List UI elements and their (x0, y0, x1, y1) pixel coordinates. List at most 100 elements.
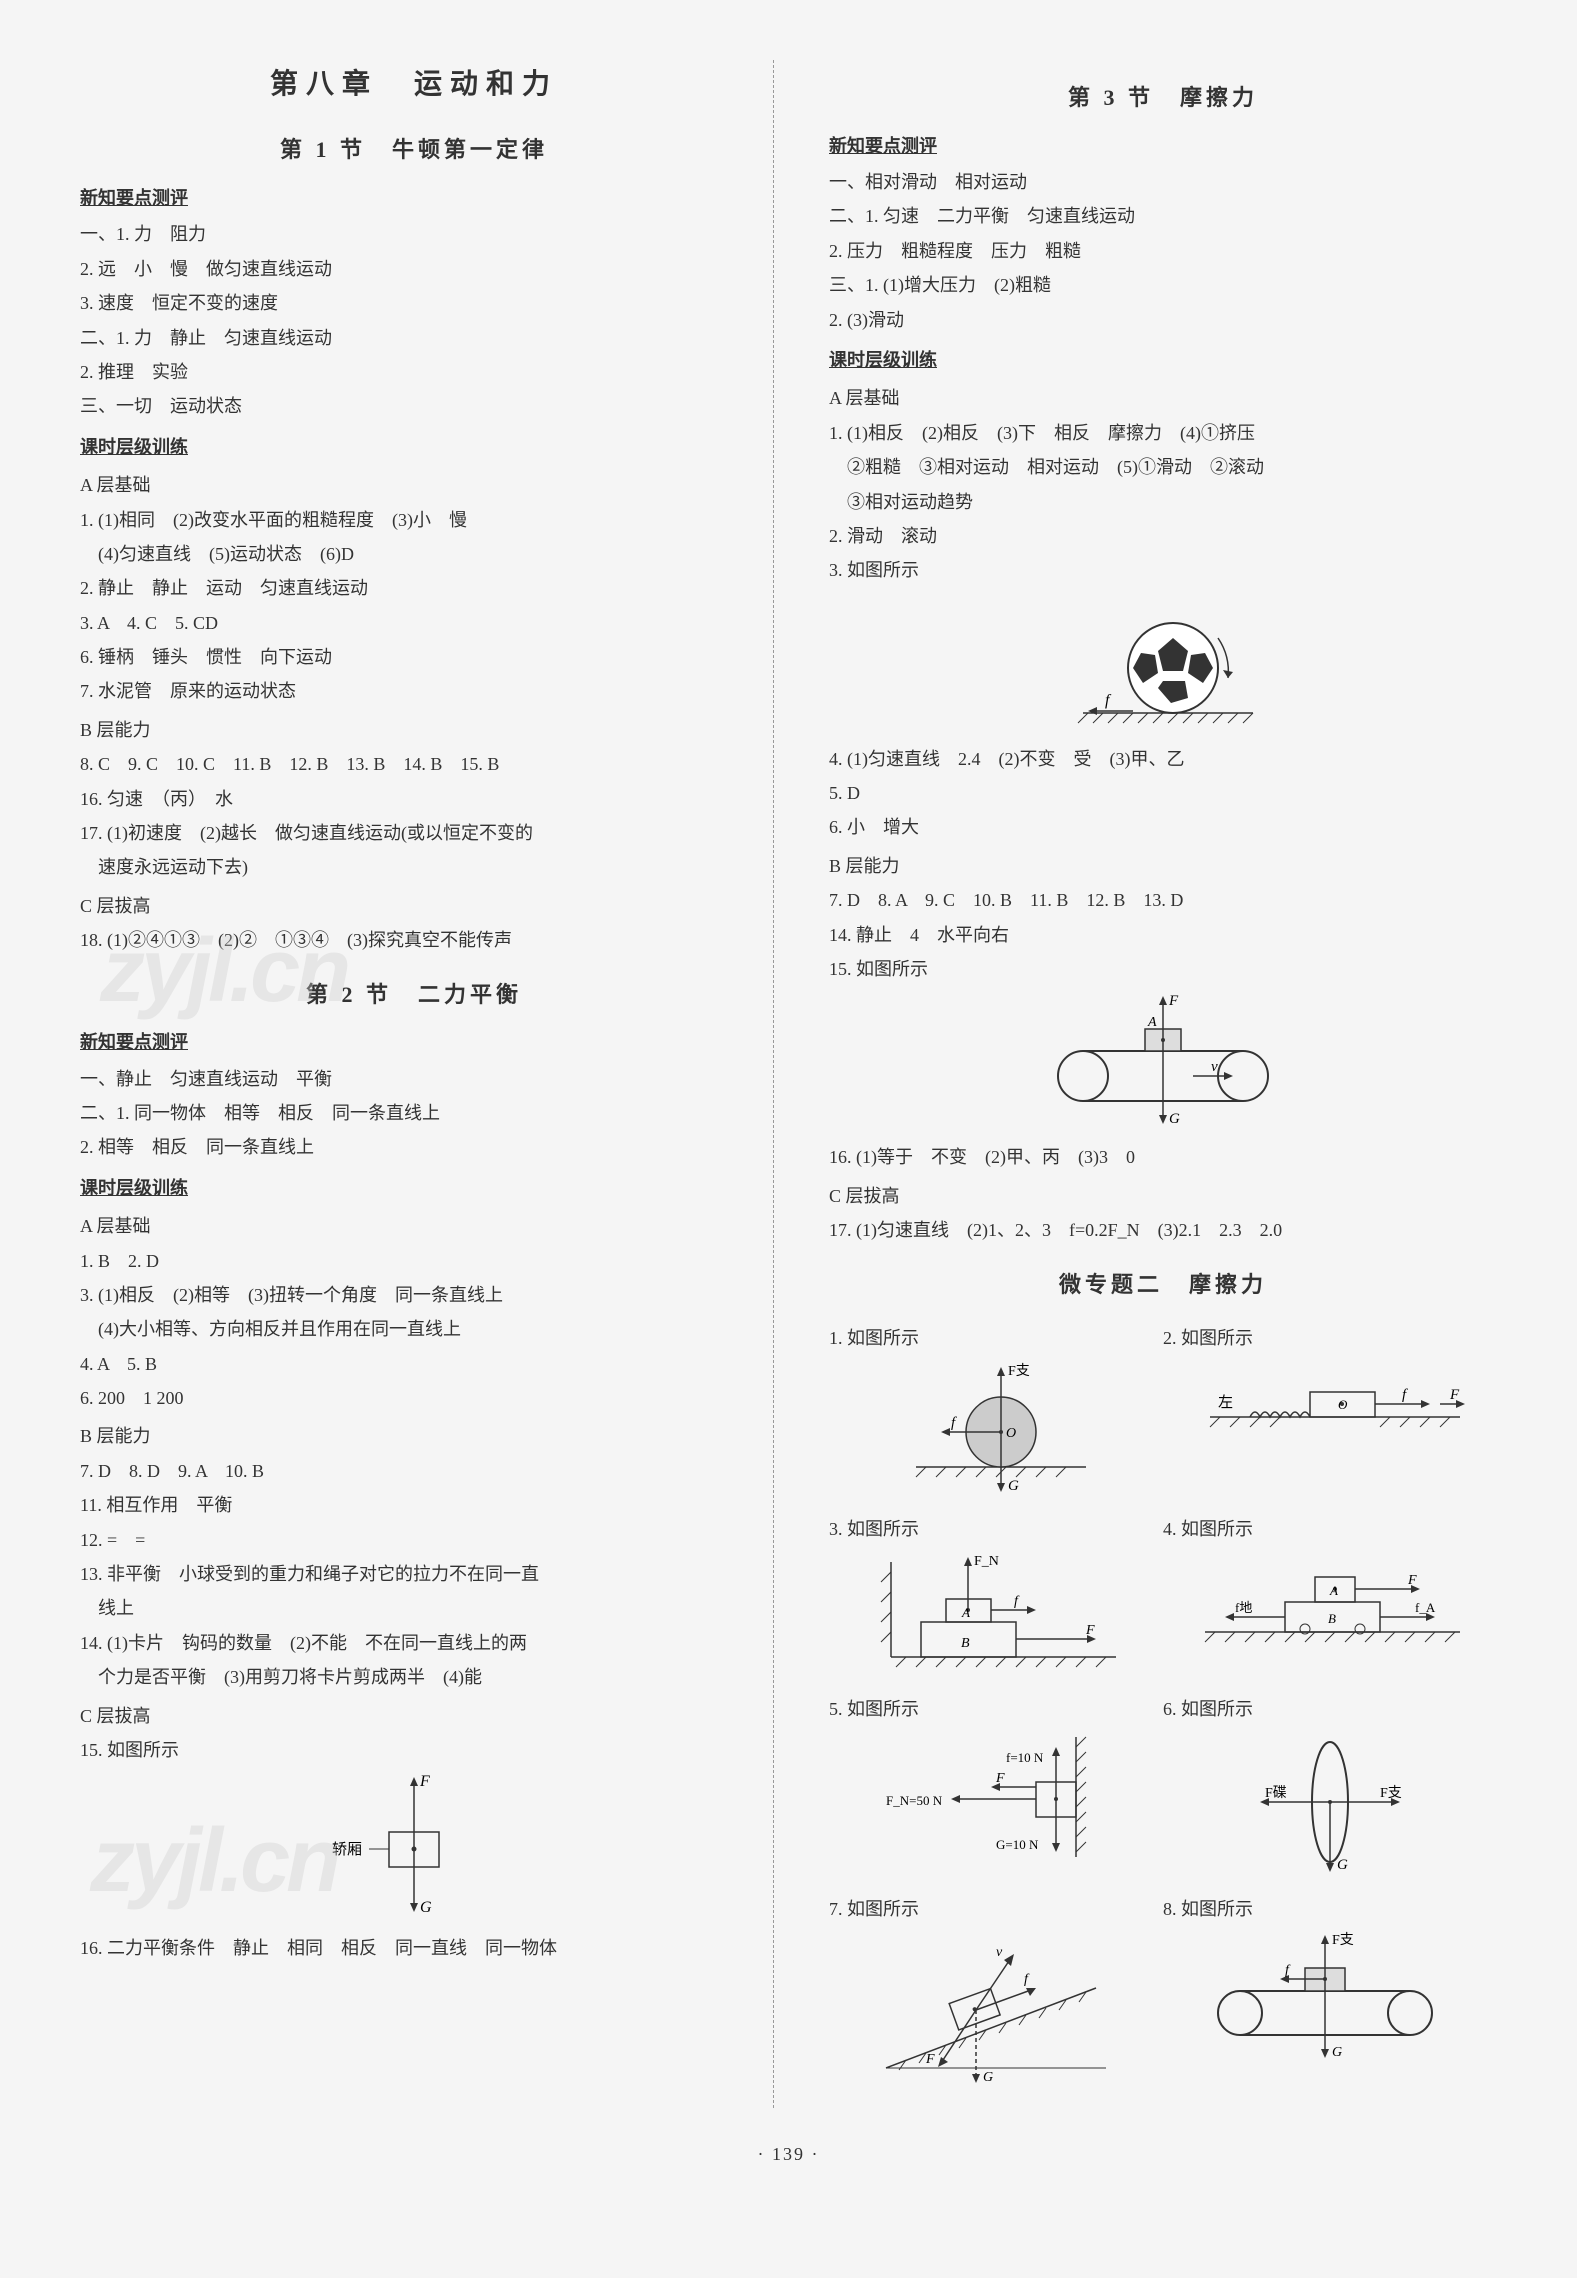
svg-text:F: F (1407, 1573, 1417, 1588)
answer-text: 14. 静止 4 水平向右 (829, 919, 1497, 951)
figure-label: 2. 如图所示 (1163, 1322, 1497, 1354)
figure-cell-4: 4. 如图所示 (1163, 1507, 1497, 1677)
figure-conveyor: F A v G (829, 991, 1497, 1131)
answer-text: 15. 如图所示 (829, 953, 1497, 985)
answer-text: 个力是否平衡 (3)用剪刀将卡片剪成两半 (4)能 (80, 1661, 748, 1693)
section-3-title: 第 3 节 摩擦力 (829, 78, 1497, 118)
figure-cell-1: 1. 如图所示 (829, 1316, 1163, 1496)
diagram-3: A B F_N f F (866, 1547, 1126, 1677)
answer-text: 1. (1)相同 (2)改变水平面的粗糙程度 (3)小 慢 (80, 504, 748, 536)
svg-text:轿厢: 轿厢 (332, 1841, 362, 1858)
answer-text: ②粗糙 ③相对运动 相对运动 (5)①滑动 ②滚动 (829, 451, 1497, 483)
answer-text: 2. 滑动 滚动 (829, 520, 1497, 552)
svg-text:F: F (419, 1773, 430, 1790)
diagram-1: F支 f O G (896, 1357, 1096, 1497)
answer-text: 6. 锤柄 锤头 惯性 向下运动 (80, 641, 748, 673)
svg-text:B: B (1328, 1611, 1336, 1626)
level-c-heading: C 层拔高 (80, 1700, 748, 1732)
answer-text: 12. = = (80, 1524, 748, 1556)
svg-text:F支: F支 (1332, 1932, 1354, 1948)
answer-text: 2. 推理 实验 (80, 356, 748, 388)
heading-keshi-3: 课时层级训练 (829, 344, 1497, 376)
answer-text: 14. (1)卡片 钩码的数量 (2)不能 不在同一直线上的两 (80, 1627, 748, 1659)
diagram-5: f=10 N F F_N=50 N G=10 N (866, 1727, 1126, 1867)
svg-text:G: G (1337, 1857, 1348, 1873)
answer-text: 二、1. 同一物体 相等 相反 同一条直线上 (80, 1097, 748, 1129)
svg-text:F支: F支 (1008, 1363, 1030, 1379)
svg-text:f: f (1285, 1963, 1291, 1978)
answer-text: 二、1. 匀速 二力平衡 匀速直线运动 (829, 200, 1497, 232)
answer-text: 1. B 2. D (80, 1245, 748, 1277)
figure-cell-7: 7. 如图所示 (829, 1887, 1163, 2097)
diagram-car-forces: F G 轿厢 (324, 1772, 504, 1922)
answer-text: 速度永远运动下去) (80, 851, 748, 883)
answer-text: 15. 如图所示 (80, 1734, 748, 1766)
svg-text:B: B (961, 1636, 970, 1651)
page-number: · 139 · (80, 2138, 1497, 2170)
svg-text:F: F (1085, 1623, 1095, 1638)
diagram-ball-friction: f (1063, 593, 1263, 733)
svg-text:G: G (1332, 2045, 1342, 2060)
diagram-8: F支 f G (1190, 1928, 1470, 2068)
subtopic-title: 微专题二 摩擦力 (829, 1265, 1497, 1305)
svg-text:O: O (1338, 1397, 1348, 1412)
level-b-heading: B 层能力 (80, 714, 748, 746)
figure-label: 8. 如图所示 (1163, 1893, 1497, 1925)
figure-cell-8: 8. 如图所示 F支 f G (1163, 1887, 1497, 2097)
answer-text: 1. (1)相反 (2)相反 (3)下 相反 摩擦力 (4)①挤压 (829, 417, 1497, 449)
figure-cell-3: 3. 如图所示 (829, 1507, 1163, 1677)
answer-text: 3. (1)相反 (2)相等 (3)扭转一个角度 同一条直线上 (80, 1279, 748, 1311)
answer-text: 2. 压力 粗糙程度 压力 粗糙 (829, 235, 1497, 267)
svg-text:F: F (1168, 993, 1179, 1009)
figure-grid: 1. 如图所示 (829, 1316, 1497, 2108)
level-b-heading: B 层能力 (829, 850, 1497, 882)
answer-text: 7. D 8. A 9. C 10. B 11. B 12. B 13. D (829, 884, 1497, 916)
svg-text:A: A (961, 1605, 970, 1620)
answer-text: 6. 小 增大 (829, 811, 1497, 843)
left-column: zyjl.cn zyjl.cn 第八章 运动和力 第 1 节 牛顿第一定律 新知… (80, 60, 774, 2108)
level-a-heading: A 层基础 (829, 382, 1497, 414)
figure-sec2-15: F G 轿厢 (80, 1772, 748, 1922)
svg-text:f=10 N: f=10 N (1006, 1750, 1044, 1765)
figure-label: 1. 如图所示 (829, 1322, 1163, 1354)
figure-label: 6. 如图所示 (1163, 1693, 1497, 1725)
level-a-heading: A 层基础 (80, 1210, 748, 1242)
answer-text: 18. (1)②④①③ (2)② ①③④ (3)探究真空不能传声 (80, 924, 748, 956)
diagram-conveyor-forces: F A v G (1033, 991, 1293, 1131)
answer-text: 2. (3)滑动 (829, 304, 1497, 336)
answer-text: 11. 相互作用 平衡 (80, 1489, 748, 1521)
figure-soccer-ball: f (829, 593, 1497, 733)
svg-text:G: G (983, 2070, 993, 2085)
diagram-4: A B F f地 f_A (1190, 1547, 1470, 1657)
heading-xinzhi-1: 新知要点测评 (80, 182, 748, 214)
svg-text:F: F (1449, 1387, 1460, 1403)
answer-text: 二、1. 力 静止 匀速直线运动 (80, 322, 748, 354)
answer-text: ③相对运动趋势 (829, 486, 1497, 518)
answer-text: 16. 匀速 （丙） 水 (80, 783, 748, 815)
svg-text:A: A (1147, 1015, 1157, 1030)
svg-text:O: O (1006, 1426, 1016, 1441)
level-c-heading: C 层拔高 (80, 890, 748, 922)
figure-label: 7. 如图所示 (829, 1893, 1163, 1925)
answer-text: 13. 非平衡 小球受到的重力和绳子对它的拉力不在同一直 (80, 1558, 748, 1590)
svg-text:f: f (1402, 1387, 1408, 1403)
svg-text:G: G (420, 1899, 432, 1916)
answer-text: (4)大小相等、方向相反并且作用在同一直线上 (80, 1313, 748, 1345)
svg-text:F: F (925, 2052, 935, 2067)
svg-text:v: v (1211, 1059, 1218, 1075)
answer-text: 7. 水泥管 原来的运动状态 (80, 675, 748, 707)
answer-text: 7. D 8. D 9. A 10. B (80, 1455, 748, 1487)
figure-label: 3. 如图所示 (829, 1513, 1163, 1545)
answer-text: (4)匀速直线 (5)运动状态 (6)D (80, 538, 748, 570)
answer-text: 4. (1)匀速直线 2.4 (2)不变 受 (3)甲、乙 (829, 743, 1497, 775)
svg-text:F_N=50 N: F_N=50 N (886, 1793, 943, 1808)
svg-text:F: F (995, 1771, 1005, 1786)
right-column: 第 3 节 摩擦力 新知要点测评 一、相对滑动 相对运动 二、1. 匀速 二力平… (804, 60, 1497, 2108)
svg-text:f: f (951, 1415, 957, 1431)
diagram-2: 左 O f F (1190, 1357, 1470, 1447)
level-a-heading: A 层基础 (80, 469, 748, 501)
svg-text:F碟: F碟 (1265, 1785, 1287, 1801)
svg-text:f: f (1024, 1972, 1030, 1987)
answer-text: 17. (1)匀速直线 (2)1、2、3 f=0.2F_N (3)2.1 2.3… (829, 1214, 1497, 1246)
answer-text: 8. C 9. C 10. C 11. B 12. B 13. B 14. B … (80, 748, 748, 780)
